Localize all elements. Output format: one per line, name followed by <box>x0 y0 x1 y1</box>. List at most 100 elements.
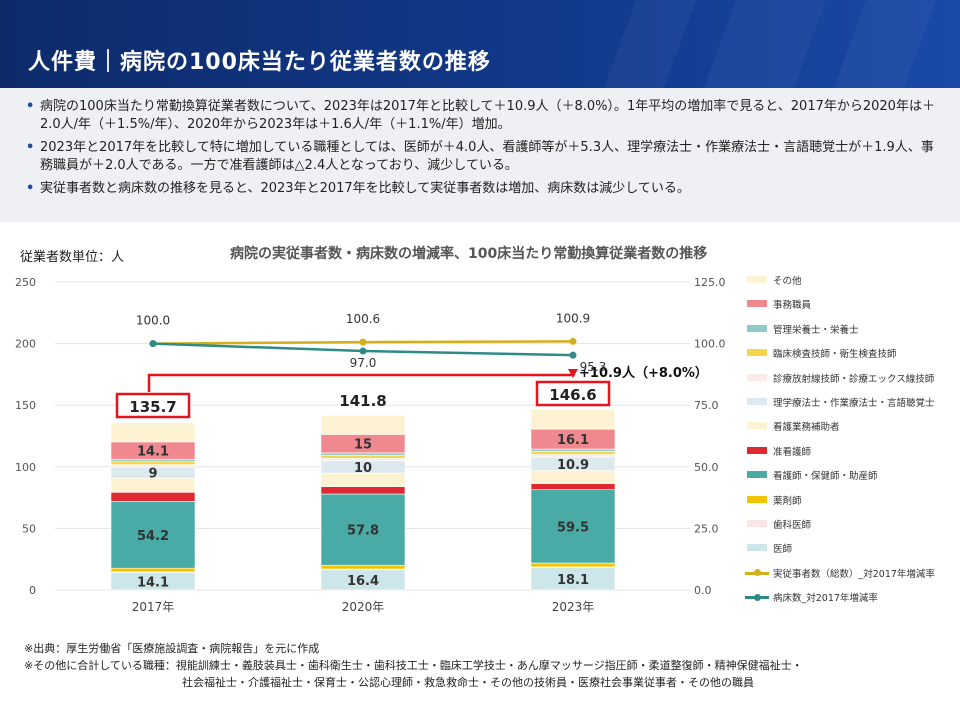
bar-data-label: 54.2 <box>137 529 169 544</box>
bar-data-label: 59.5 <box>557 520 589 535</box>
legend-label: 病床数_対2017年増減率 <box>773 593 878 605</box>
bar-segment <box>530 489 616 564</box>
y2-tick-label: 25.0 <box>694 522 719 535</box>
legend-line-marker <box>745 593 769 601</box>
summary-bullet: 病院の100床当たり常勤換算従業者数について、2023年は2017年と比較して＋… <box>26 98 936 134</box>
line-data-label: 100.9 <box>556 311 590 325</box>
bar-segment <box>110 422 196 443</box>
bar-segment <box>530 409 616 430</box>
bar-data-label: 16.1 <box>557 433 589 448</box>
y-tick-label: 150 <box>15 399 36 412</box>
header-banner: 人件費｜病院の100床当たり従業者数の推移 <box>0 0 960 88</box>
legend-swatch <box>747 422 767 430</box>
bar-segment <box>320 564 406 570</box>
legend-item: 准看護師 <box>745 443 960 467</box>
legend-item: 医師 <box>745 540 960 564</box>
summary-bullet: 2023年と2017年を比較して特に増加している職種としては、医師が＋4.0人、… <box>26 139 936 175</box>
bar-segment <box>320 454 406 459</box>
y-tick-label: 0 <box>29 584 36 597</box>
line-data-label: 97.0 <box>350 356 377 370</box>
legend-item: その他 <box>745 272 960 296</box>
legend-label: 事務職員 <box>773 300 812 312</box>
legend-label: 看護業務補助者 <box>773 422 840 434</box>
bar-segment <box>320 486 406 495</box>
chart-legend: その他事務職員管理栄養士・栄養士臨床検査技師・衛生検査技師診療放射線技師・診療エ… <box>745 272 960 613</box>
legend-swatch <box>747 397 767 405</box>
x-tick-label: 2017年 <box>132 600 175 614</box>
summary-bullet: 実従事者数と病床数の推移を見ると、2023年と2017年を比較して実従事者数は増… <box>26 180 936 198</box>
bar-segment <box>530 448 616 452</box>
bar-segment <box>320 452 406 456</box>
footnotes: ※出典：厚生労働省「医療施設調査・病院報告」を元に作成 ※その他に合計している職… <box>24 640 803 691</box>
y2-tick-label: 75.0 <box>694 399 719 412</box>
x-tick-label: 2023年 <box>552 600 595 614</box>
bar-data-label: 14.1 <box>137 445 169 460</box>
bar-segment <box>110 464 196 468</box>
y-tick-label: 200 <box>15 338 36 351</box>
bar-data-label: 57.8 <box>347 524 379 539</box>
bar-segment <box>530 451 616 455</box>
bar-data-label: 10 <box>354 461 372 476</box>
legend-label: 歯科医師 <box>773 519 812 531</box>
other-jobs-note: ※その他に合計している職種：視能訓練士・義肢装具士・歯科衛生士・歯科技工士・臨床… <box>24 659 803 672</box>
bar-segment <box>110 501 196 569</box>
line-point <box>149 340 157 348</box>
stacked-bar-line-chart: 0 50 100 150 200 250 0.0 25.0 50.0 75.0 100.0 125.0… <box>15 276 726 614</box>
source-note: ※出典：厚生労働省「医療施設調査・病院報告」を元に作成 <box>24 642 320 655</box>
bar-segment <box>530 562 616 568</box>
y2-tick-label: 50.0 <box>694 461 719 474</box>
legend-label: 看護師・保健師・助産師 <box>773 471 878 483</box>
line-data-label: 100.6 <box>346 312 380 326</box>
total-highlight-box <box>535 380 611 407</box>
bar-segment <box>320 457 406 462</box>
change-annotation: +10.9人（+8.0%） <box>579 365 708 381</box>
line-point <box>359 338 367 346</box>
bar-segment <box>320 493 406 566</box>
bar-data-label: 16.4 <box>347 574 379 589</box>
legend-item: 臨床検査技師・衛生検査技師 <box>745 345 960 369</box>
legend-swatch <box>747 446 767 454</box>
bar-data-label: 18.1 <box>557 573 589 588</box>
chart-title: 病院の実従事者数・病床数の増減率、100床当たり常勤換算従業者数の推移 <box>230 246 708 262</box>
bar-segment <box>110 458 196 462</box>
y-tick-label: 50 <box>22 522 36 535</box>
legend-swatch <box>747 276 767 283</box>
page-title: 人件費｜病院の100床当たり従業者数の推移 <box>28 50 491 75</box>
bar-data-label: 10.9 <box>557 458 589 473</box>
legend-swatch <box>747 373 767 381</box>
total-highlight-box <box>115 392 191 419</box>
other-jobs-note-cont: 社会福祉士・介護福祉士・保育士・公認心理師・救急救命士・その他の技術員・医療社会… <box>182 676 754 689</box>
legend-label: 実従事者数（総数）_対2017年増減率 <box>773 568 935 580</box>
legend-swatch <box>747 519 767 527</box>
legend-item: 診療放射線技師・診療エックス線技師 <box>745 370 960 394</box>
bar-data-label: 9 <box>148 467 157 482</box>
legend-label: 理学療法士・作業療法士・言語聴覚士 <box>773 397 935 409</box>
bar-segment <box>320 415 406 435</box>
legend-swatch <box>747 349 767 357</box>
bar-data-label: 14.1 <box>137 575 169 590</box>
legend-label: 管理栄養士・栄養士 <box>773 324 859 336</box>
y-tick-label: 100 <box>15 461 36 474</box>
y2-tick-label: 0.0 <box>694 584 712 597</box>
y2-tick-label: 125.0 <box>694 276 726 289</box>
legend-label: 診療放射線技師・診療エックス線技師 <box>773 373 935 385</box>
bar-segment <box>530 454 616 458</box>
bar-data-label: 15 <box>354 438 372 453</box>
bar-segment <box>110 461 196 465</box>
legend-item: 看護師・保健師・助産師 <box>745 467 960 491</box>
legend-label: 臨床検査技師・衛生検査技師 <box>773 349 897 361</box>
line-point <box>359 347 367 355</box>
line-point <box>569 337 577 345</box>
legend-swatch <box>747 495 767 503</box>
legend-item: 薬剤師 <box>745 492 960 516</box>
legend-swatch <box>747 544 767 552</box>
legend-item: 看護業務補助者 <box>745 418 960 442</box>
bar-segment <box>110 567 196 573</box>
legend-item: 病床数_対2017年増減率 <box>745 589 960 613</box>
bar-total-label: 135.7 <box>129 398 176 416</box>
legend-line-marker <box>745 569 769 577</box>
legend-label: 薬剤師 <box>773 495 802 507</box>
line-point <box>569 351 577 359</box>
legend-swatch <box>747 324 767 332</box>
legend-label: 准看護師 <box>773 446 812 458</box>
